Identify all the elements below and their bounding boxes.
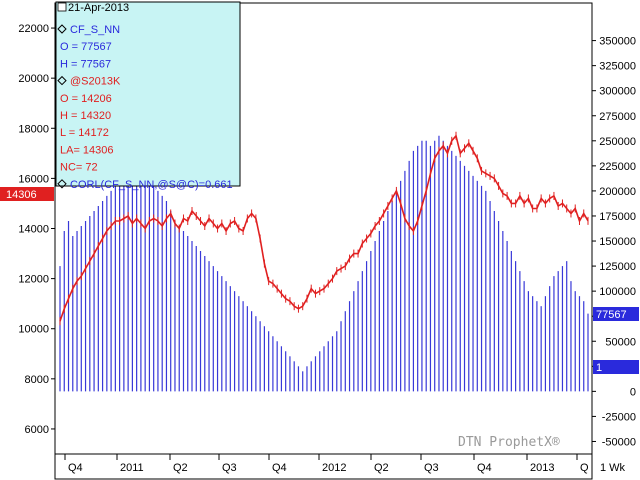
watermark: DTN ProphetX® xyxy=(458,435,560,450)
right-tick-label: 125000 xyxy=(599,261,636,273)
price-series-line xyxy=(59,131,589,326)
x-tick-label: Q4 xyxy=(477,462,492,474)
legend-item: O = 14206 xyxy=(60,93,112,105)
left-tick-label: 12000 xyxy=(18,274,49,286)
left-tick-label: 8000 xyxy=(25,374,49,386)
legend-item-text: NC= 72 xyxy=(60,162,98,174)
x-tick-label: Q2 xyxy=(374,462,389,474)
legend-item-text: H = 77567 xyxy=(60,58,111,70)
legend-item: L = 14172 xyxy=(60,127,109,139)
legend-item-text: H = 14320 xyxy=(60,110,111,122)
x-tick-label: Q4 xyxy=(68,462,83,474)
legend-item: CF_S_NN xyxy=(57,24,120,36)
right-tick-label: -25000 xyxy=(602,411,636,423)
legend-item: LA= 14306 xyxy=(60,144,114,156)
x-tick-label: 2013 xyxy=(530,462,554,474)
legend-close-icon[interactable] xyxy=(57,2,67,12)
left-tick-label: 6000 xyxy=(25,424,49,436)
x-tick-label: Q4 xyxy=(272,462,287,474)
legend-item: O = 77567 xyxy=(60,41,112,53)
legend-item: @S2013K xyxy=(57,75,121,88)
volume-badge-last-bg xyxy=(593,307,639,321)
volume-series-bars xyxy=(59,135,589,392)
diamond-icon xyxy=(57,75,67,86)
legend-item: H = 77567 xyxy=(60,58,111,70)
x-tick-label: Q3 xyxy=(424,462,439,474)
x-tick-label: Q3 xyxy=(222,462,237,474)
x-tick-label: Q xyxy=(580,462,589,474)
price-badge-bg xyxy=(0,187,54,201)
x-axis-labels: Q4 2011 Q2 Q3 Q4 2012 Q2 Q3 Q4 2013 Q xyxy=(64,454,589,474)
price-badge-text: 14306 xyxy=(6,189,37,201)
legend-item-text: L = 14172 xyxy=(60,127,109,139)
left-tick-label: 22000 xyxy=(18,23,49,35)
right-tick-label: 100000 xyxy=(599,286,636,298)
interval-label: 1 Wk xyxy=(600,462,626,474)
legend-item-text: LA= 14306 xyxy=(60,144,114,156)
right-tick-label: 0 xyxy=(630,386,636,398)
left-tick-label: 16000 xyxy=(18,173,49,185)
legend-item-text: O = 77567 xyxy=(60,41,112,53)
legend-item-text: @S2013K xyxy=(70,76,121,88)
right-tick-label: -50000 xyxy=(602,436,636,448)
left-tick-label: 14000 xyxy=(18,224,49,236)
left-axis: 22000 20000 18000 16000 14000 12000 10000 8000 6… xyxy=(18,23,55,436)
diamond-icon xyxy=(57,179,67,189)
left-tick-label: 10000 xyxy=(18,324,49,336)
legend-date: 21-Apr-2013 xyxy=(68,2,129,14)
volume-badge-min-bg xyxy=(593,360,639,374)
x-tick-label: 2011 xyxy=(120,462,144,474)
legend-item: NC= 72 xyxy=(60,162,98,174)
x-tick-label: 2012 xyxy=(322,462,346,474)
volume-badge-last: 77567 xyxy=(593,307,639,321)
right-tick-label: 50000 xyxy=(605,336,636,348)
right-tick-label: 300000 xyxy=(599,86,636,98)
legend-item: H = 14320 xyxy=(60,110,111,122)
right-axis: 350000 325000 300000 275000 250000 225000 2000… xyxy=(592,36,636,448)
legend-item-text: CF_S_NN xyxy=(70,24,120,36)
legend-box xyxy=(55,1,241,187)
volume-badge-last-text: 77567 xyxy=(596,309,627,321)
right-tick-label: 175000 xyxy=(599,211,636,223)
left-tick-label: 18000 xyxy=(18,123,49,135)
right-tick-label: 350000 xyxy=(599,36,636,48)
legend-item: CORL(CF_S_NN,@S@C)=0.661 xyxy=(57,179,233,191)
right-tick-label: 200000 xyxy=(599,186,636,198)
volume-badge-min: 1 xyxy=(593,360,639,374)
legend-items: CF_S_NN O = 77567 H = 77567 @S2013K O = 1420… xyxy=(57,24,233,191)
right-tick-label: 150000 xyxy=(599,236,636,248)
right-tick-label: 225000 xyxy=(599,161,636,173)
right-tick-label: 250000 xyxy=(599,136,636,148)
x-axis-strip xyxy=(54,453,593,480)
legend-item-text: O = 14206 xyxy=(60,93,112,105)
volume-badge-min-text: 1 xyxy=(596,362,602,374)
left-tick-label: 20000 xyxy=(18,73,49,85)
diamond-icon xyxy=(57,24,67,34)
x-tick-label: Q2 xyxy=(173,462,188,474)
price-badge: 14306 xyxy=(0,187,54,201)
legend: 21-Apr-2013 CF_S_NN O = 77567 H = 77567 @S2… xyxy=(55,1,241,191)
right-tick-label: 275000 xyxy=(599,111,636,123)
legend-item-text: CORL(CF_S_NN,@S@C)=0.661 xyxy=(70,179,233,191)
right-tick-label: 325000 xyxy=(599,61,636,73)
